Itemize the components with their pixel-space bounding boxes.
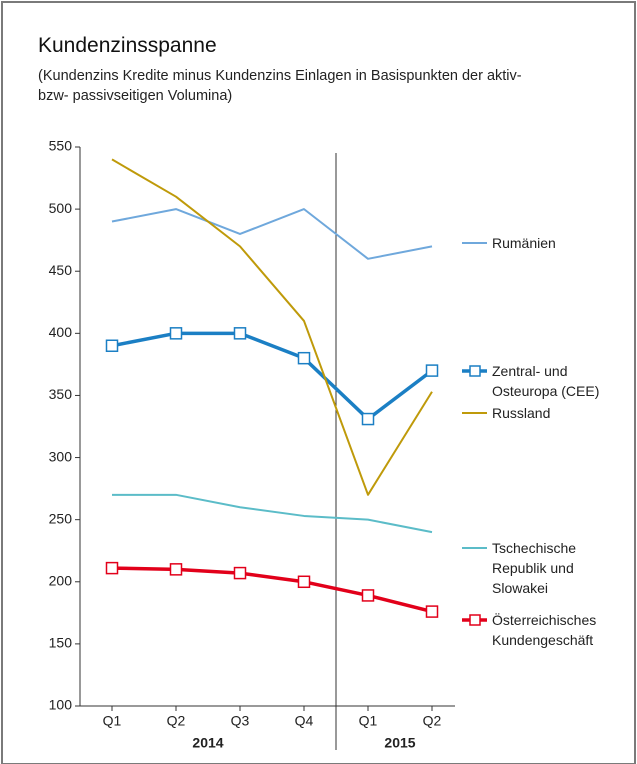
legend-label: Österreichisches Kundengeschäft — [492, 612, 597, 648]
point-marker — [361, 412, 375, 426]
x-tick-label: Q2 — [167, 713, 186, 729]
y-tick-label: 500 — [49, 200, 73, 216]
x-tick-label: Q2 — [423, 713, 442, 729]
x-group-label: 2015 — [384, 735, 415, 751]
series-line — [111, 331, 434, 421]
series-line — [112, 493, 433, 534]
y-tick-label: 300 — [49, 448, 73, 464]
series-line — [111, 158, 433, 496]
x-tick-label: Q3 — [231, 713, 250, 729]
legend-label: Rumänien — [492, 235, 556, 251]
y-tick-label: 400 — [49, 324, 73, 340]
y-tick-label: 550 — [49, 138, 73, 154]
series-line — [111, 208, 433, 260]
y-tick-label: 150 — [49, 635, 73, 651]
y-tick-label: 450 — [49, 262, 73, 278]
point-marker — [425, 364, 439, 377]
point-marker — [297, 575, 311, 589]
legend-label: Russland — [492, 405, 551, 421]
y-tick-label: 100 — [49, 697, 73, 713]
point-marker — [105, 561, 119, 575]
y-tick-label: 250 — [49, 510, 73, 526]
y-tick-label: 200 — [49, 572, 73, 588]
legend-marker — [469, 365, 481, 377]
chart-subtitle: (Kundenzins Kredite minus Kundenzins Ein… — [38, 68, 522, 104]
y-tick-label: 350 — [49, 386, 73, 402]
point-marker — [233, 566, 247, 580]
point-marker — [169, 327, 183, 340]
x-tick-label: Q1 — [103, 713, 122, 729]
x-group-label: 2014 — [192, 735, 223, 751]
point-marker — [361, 589, 375, 602]
chart-title: Kundenzinsspanne — [38, 34, 217, 57]
legend-label: Zentral- und Osteuropa (CEE) — [492, 363, 600, 399]
legend-label: Tschechische Republik und Slowakei — [492, 540, 577, 596]
point-marker — [297, 351, 311, 365]
x-tick-label: Q1 — [359, 713, 378, 729]
point-marker — [425, 605, 439, 618]
x-tick-label: Q4 — [295, 713, 314, 729]
legend-marker — [469, 614, 481, 626]
point-marker — [233, 327, 247, 340]
point-marker — [169, 563, 183, 576]
series-line — [111, 566, 433, 614]
point-marker — [105, 339, 119, 353]
